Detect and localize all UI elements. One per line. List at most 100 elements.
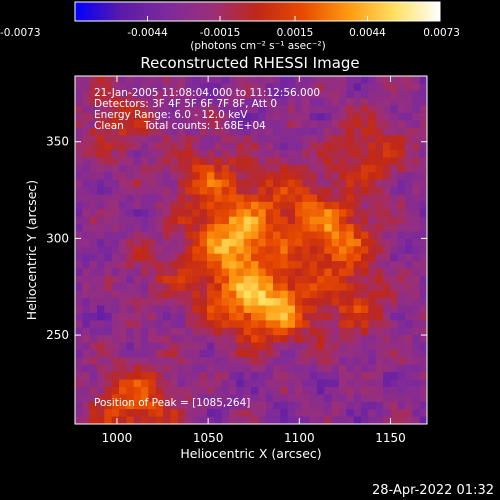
heatmap-cell <box>302 113 311 122</box>
heatmap-cell <box>192 357 201 366</box>
heatmap-cell <box>331 83 340 92</box>
heatmap-cell <box>229 231 237 240</box>
heatmap-cell <box>104 179 113 188</box>
heatmap-cell <box>75 216 83 225</box>
heatmap-cell <box>317 394 325 403</box>
heatmap-cell <box>89 261 98 270</box>
heatmap-cell <box>397 113 406 122</box>
heatmap-cell <box>273 172 281 181</box>
heatmap-cell <box>397 83 406 92</box>
heatmap-cell <box>346 157 355 166</box>
heatmap-cell <box>199 120 208 129</box>
heatmap-cell <box>258 127 267 136</box>
heatmap-cell <box>75 157 83 166</box>
heatmap-cell <box>177 164 186 173</box>
heatmap-cell <box>141 113 149 122</box>
heatmap-cell <box>317 305 325 314</box>
heatmap-cell <box>119 283 127 292</box>
heatmap-cell <box>207 386 215 395</box>
heatmap-cell <box>177 238 186 247</box>
heatmap-cell <box>229 409 237 418</box>
heatmap-cell <box>89 172 98 181</box>
heatmap-cell <box>390 120 399 129</box>
heatmap-cell <box>309 157 318 166</box>
heatmap-cell <box>331 357 340 366</box>
heatmap-cell <box>163 416 171 424</box>
heatmap-cell <box>346 394 355 403</box>
heatmap-cell <box>148 298 157 307</box>
heatmap-cell <box>192 246 201 255</box>
heatmap-cell <box>199 246 208 255</box>
heatmap-cell <box>390 113 399 122</box>
heatmap-cell <box>368 224 377 233</box>
heatmap-cell <box>199 312 208 321</box>
heatmap-cell <box>214 283 223 292</box>
heatmap-cell <box>75 409 83 418</box>
heatmap-cell <box>251 246 259 255</box>
heatmap-cell <box>155 127 164 136</box>
heatmap-cell <box>111 357 120 366</box>
heatmap-cell <box>258 283 267 292</box>
heatmap-cell <box>199 283 208 292</box>
heatmap-cell <box>119 83 127 92</box>
heatmap-cell <box>170 98 179 107</box>
heatmap-cell <box>346 357 355 366</box>
heatmap-cell <box>361 268 369 277</box>
heatmap-cell <box>287 335 296 344</box>
heatmap-cell <box>302 83 311 92</box>
heatmap-cell <box>119 157 127 166</box>
heatmap-cell <box>383 312 391 321</box>
heatmap-cell <box>324 394 333 403</box>
heatmap-cell <box>199 342 208 351</box>
heatmap-cell <box>419 409 427 418</box>
heatmap-cell <box>155 349 164 358</box>
heatmap-cell <box>207 298 215 307</box>
heatmap-cell <box>273 327 281 336</box>
heatmap-cell <box>412 98 421 107</box>
heatmap-cell <box>221 83 230 92</box>
heatmap-cell <box>324 261 333 270</box>
heatmap-cell <box>251 409 259 418</box>
heatmap-cell <box>302 187 311 196</box>
heatmap-cell <box>397 357 406 366</box>
heatmap-cell <box>148 372 157 381</box>
heatmap-cell <box>155 209 164 218</box>
heatmap-cell <box>295 335 303 344</box>
heatmap-cell <box>317 364 325 373</box>
heatmap-cell <box>111 349 120 358</box>
heatmap-cell <box>397 275 406 284</box>
heatmap-cell <box>397 379 406 388</box>
heatmap-cell <box>295 342 303 351</box>
heatmap-cell <box>309 320 318 329</box>
heatmap-cell <box>390 364 399 373</box>
heatmap-cell <box>397 305 406 314</box>
footer-timestamp: 28-Apr-2022 01:32 <box>372 483 494 498</box>
heatmap-cell <box>97 253 105 262</box>
heatmap-cell <box>192 164 201 173</box>
heatmap-cell <box>104 253 113 262</box>
heatmap-cell <box>258 364 267 373</box>
heatmap-cell <box>243 172 252 181</box>
heatmap-cell <box>192 409 201 418</box>
heatmap-cell <box>295 179 303 188</box>
heatmap-cell <box>177 98 186 107</box>
heatmap-cell <box>221 76 230 84</box>
heatmap-cell <box>148 327 157 336</box>
heatmap-cell <box>339 357 347 366</box>
heatmap-cell <box>258 394 267 403</box>
heatmap-cell <box>375 142 384 151</box>
heatmap-cell <box>405 379 413 388</box>
heatmap-cell <box>390 342 399 351</box>
heatmap-cell <box>280 172 289 181</box>
heatmap-cell <box>177 298 186 307</box>
heatmap-cell <box>346 275 355 284</box>
heatmap-cell <box>119 386 127 395</box>
heatmap-cell <box>111 157 120 166</box>
heatmap-cell <box>302 327 311 336</box>
heatmap-cell <box>346 283 355 292</box>
heatmap-cell <box>97 98 105 107</box>
heatmap-cell <box>331 416 340 424</box>
heatmap-cell <box>368 283 377 292</box>
heatmap-cell <box>280 187 289 196</box>
heatmap-cell <box>251 90 259 99</box>
